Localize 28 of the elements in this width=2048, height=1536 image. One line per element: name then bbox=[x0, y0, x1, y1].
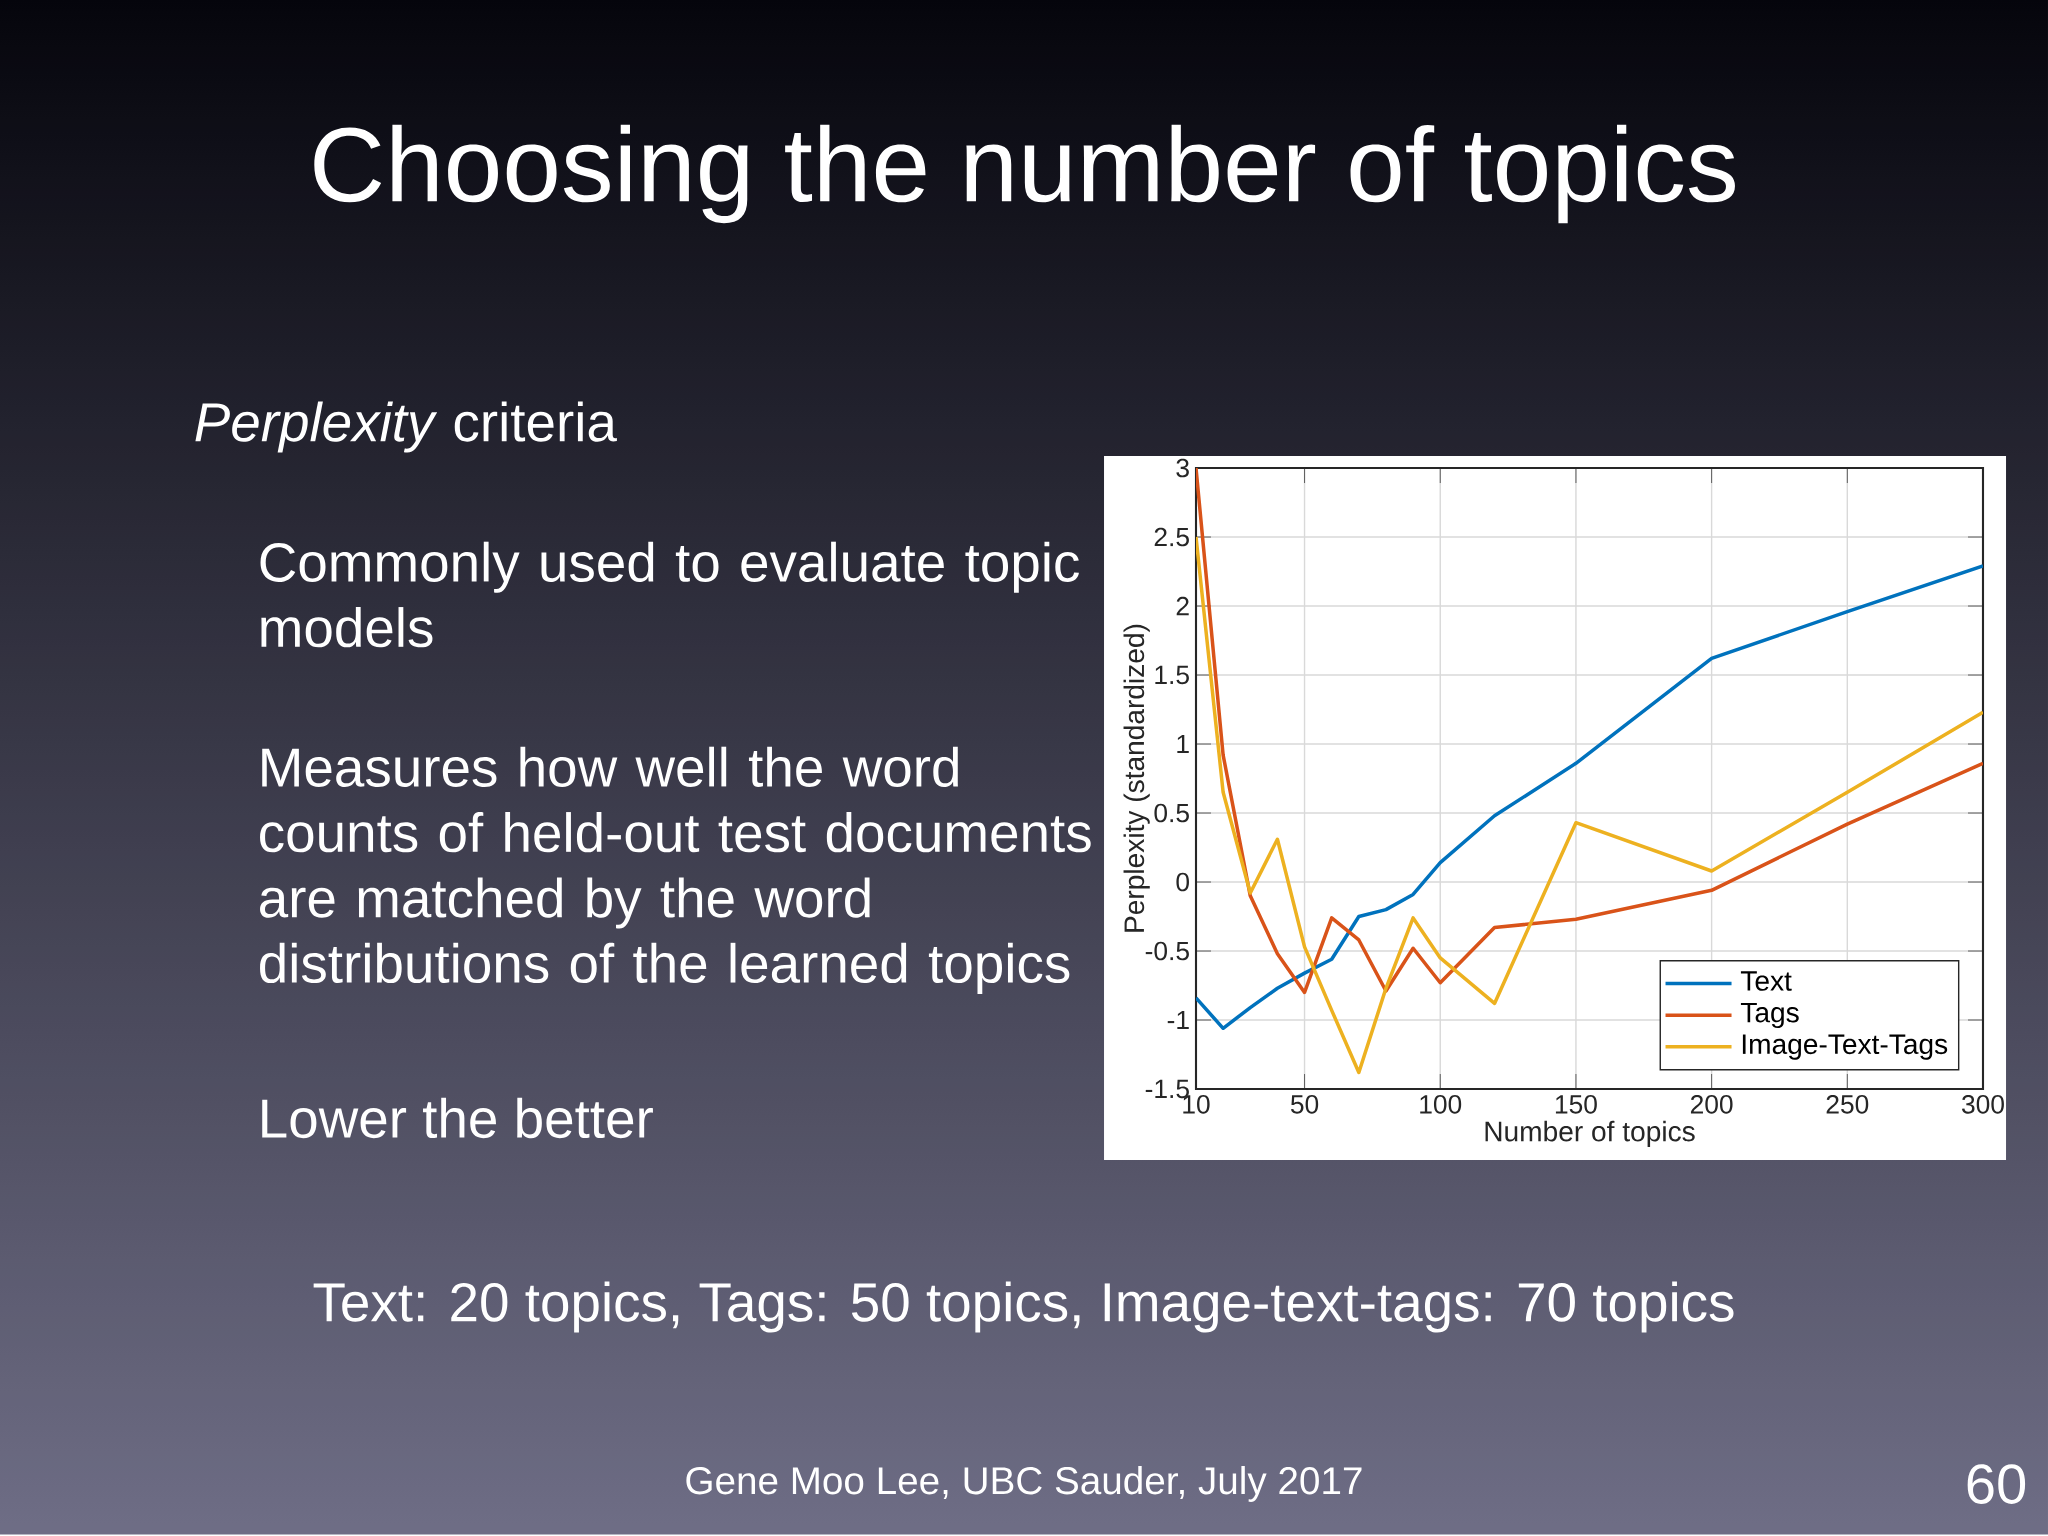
chart-title: Choosing the number of topics bbox=[314, 124, 1735, 224]
legend-label: Tags bbox=[1740, 1002, 1799, 1029]
y-tick-label: 1.5 bbox=[1155, 665, 1189, 685]
text: Commonly used to evaluate topic models bbox=[260, 541, 1079, 648]
y-tick-label: 1 bbox=[1177, 734, 1189, 754]
y-tick-label: 2.5 bbox=[1154, 527, 1189, 547]
x-axis-title: Number of topics bbox=[1485, 1120, 1695, 1148]
y-tick-label: 3 bbox=[1176, 458, 1189, 478]
x-tick-label: 250 bbox=[1826, 1094, 1869, 1114]
y-tick-label: 0 bbox=[1176, 872, 1189, 892]
text: Gene Moo Lee, UBC Sauder, July 2017 bbox=[686, 1466, 1362, 1502]
text: Lower the better bbox=[262, 1097, 653, 1139]
y-tick-label: -0.5 bbox=[1145, 941, 1189, 961]
y-tick-label: 0.5 bbox=[1154, 803, 1189, 823]
text: Measures how well the word counts of held-out test documents are matched by the word distributions of the learned topics bbox=[260, 746, 1091, 994]
x-tick-label: 300 bbox=[1962, 1094, 2004, 1114]
legend-label: Image-Text-Tags bbox=[1742, 1034, 1948, 1060]
y-tick-label: 2 bbox=[1176, 596, 1189, 616]
x-tick-label: 200 bbox=[1690, 1094, 1733, 1114]
legend-label: Text bbox=[1740, 971, 1792, 991]
y-axis-title: Perplexity (standardized) bbox=[1123, 624, 1150, 932]
x-tick-label: 150 bbox=[1555, 1094, 1597, 1114]
text: Text: 20 topics, Tags: 50 topics, Image-text-tags: 70 topics bbox=[313, 1281, 1734, 1333]
x-tick-label: 50 bbox=[1290, 1094, 1319, 1114]
text: Perplexity criteria bbox=[195, 401, 617, 453]
text: 60 bbox=[1967, 1464, 2026, 1504]
x-tick-label: 100 bbox=[1420, 1094, 1462, 1114]
y-tick-label: -1 bbox=[1167, 1010, 1189, 1030]
